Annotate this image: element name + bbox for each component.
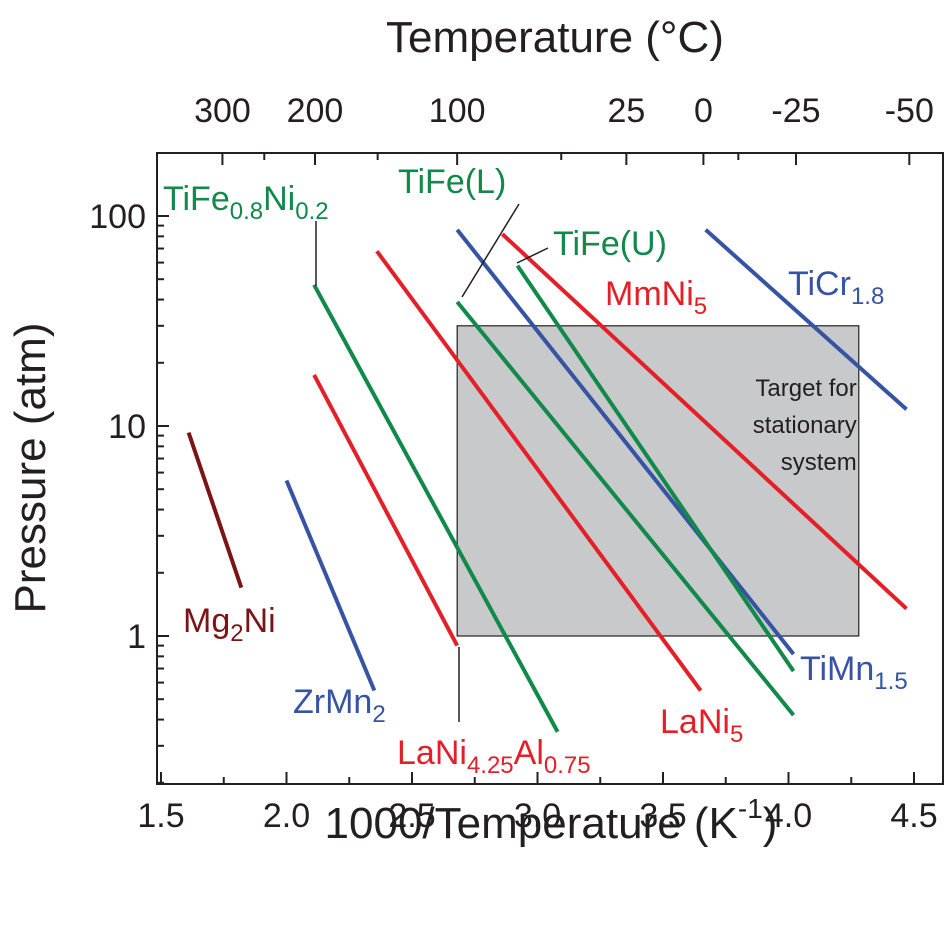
tick-marks [157,153,915,784]
label-sub: 0.2 [295,198,328,225]
series-line-mg2ni [186,431,244,589]
x-tick-label: 2.0 [263,797,310,835]
label-part: TiCr [788,265,851,303]
label-part: TiMn [800,650,874,688]
series-label-zrmn2: ZrMn2 [293,683,386,728]
target-label-line-1: Target for [755,375,856,402]
y-tick-label: 1 [127,618,146,656]
label-part: MmNi [605,275,694,313]
label-sub: 1.8 [851,283,884,310]
series-lines [186,228,908,733]
x-tick-label: 3.0 [514,797,561,835]
series-label-mmni5: MmNi5 [605,275,707,320]
x-tick-label: 4.0 [765,797,812,835]
series-label-ticr1.8: TiCr1.8 [788,265,884,310]
series-label-timn1.5: TiMn1.5 [800,650,908,695]
label-part: LaNi [397,734,467,772]
label-sub: 5 [694,293,707,320]
top-tick-label: -25 [771,92,820,130]
leader-lines [315,203,549,722]
series-line-tife(l) [455,300,796,717]
series-label-tife0.8ni0.2: TiFe0.8Ni0.2 [163,180,329,225]
label-part: TiFe [163,180,230,218]
x-axis-title-close: ) [763,799,778,848]
label-part: Ni [263,180,295,218]
x-tick-label: 1.5 [137,797,184,835]
label-part: TiFe(L) [398,163,506,201]
series-line-zrmn2 [284,479,377,692]
label-part: LaNi [660,703,730,741]
top-tick-label: 200 [287,92,344,130]
series-line-tife(u) [515,264,796,673]
y-axis-title: Pressure (atm) [6,323,55,614]
series-line-tife0.8ni0.2 [312,283,560,733]
label-sub: 1.5 [874,668,907,695]
series-label-tife-l: TiFe(L) [398,163,506,201]
series-label-mg2ni: Mg2Ni [183,602,276,647]
label-sub: 0.8 [230,198,263,225]
x-axis-title-main: 1000/Temperature (K [325,799,738,848]
label-sub: 0.75 [544,752,591,779]
label-sub: 5 [730,721,743,748]
label-sub: 4.25 [467,752,514,779]
series-label-lani5: LaNi5 [660,703,743,748]
label-part: Mg [183,602,230,640]
top-axis-title: Temperature (°C) [386,13,724,62]
series-label-lani4.25al0.75: LaNi4.25Al0.75 [397,734,591,779]
x-tick-label: 4.5 [890,797,937,835]
y-tick-label: 100 [89,198,146,236]
top-tick-label: -50 [885,92,934,130]
plot-frame [156,152,944,785]
leader-tife-u [516,247,549,264]
label-sub: 2 [230,620,243,647]
x-axis-title-sup: -1 [738,793,763,824]
y-tick-label: 10 [108,408,146,446]
target-label-line-3: system [781,449,857,476]
leader-tife-l [461,203,520,298]
x-tick-label: 2.5 [388,797,435,835]
x-tick-label: 3.5 [639,797,686,835]
series-line-ticr1.8 [704,228,908,411]
top-tick-label: 0 [694,92,713,130]
label-part: Al [514,734,544,772]
top-tick-label: 300 [194,92,251,130]
label-part: TiFe(U) [553,225,667,263]
label-part: ZrMn [293,683,372,721]
top-tick-label: 25 [607,92,645,130]
series-line-mmni5 [501,232,908,611]
label-sub: 2 [372,701,385,728]
series-line-lani5 [375,249,703,692]
series-label-tife-u: TiFe(U) [553,225,667,263]
target-label-line-2: stationary [753,412,857,439]
top-tick-label: 100 [429,92,486,130]
series-line-timn1.5 [455,228,796,656]
x-axis-title: 1000/Temperature (K-1) [325,793,778,848]
label-part: Ni [244,602,276,640]
series-line-lani4.25al0.75 [312,374,459,647]
